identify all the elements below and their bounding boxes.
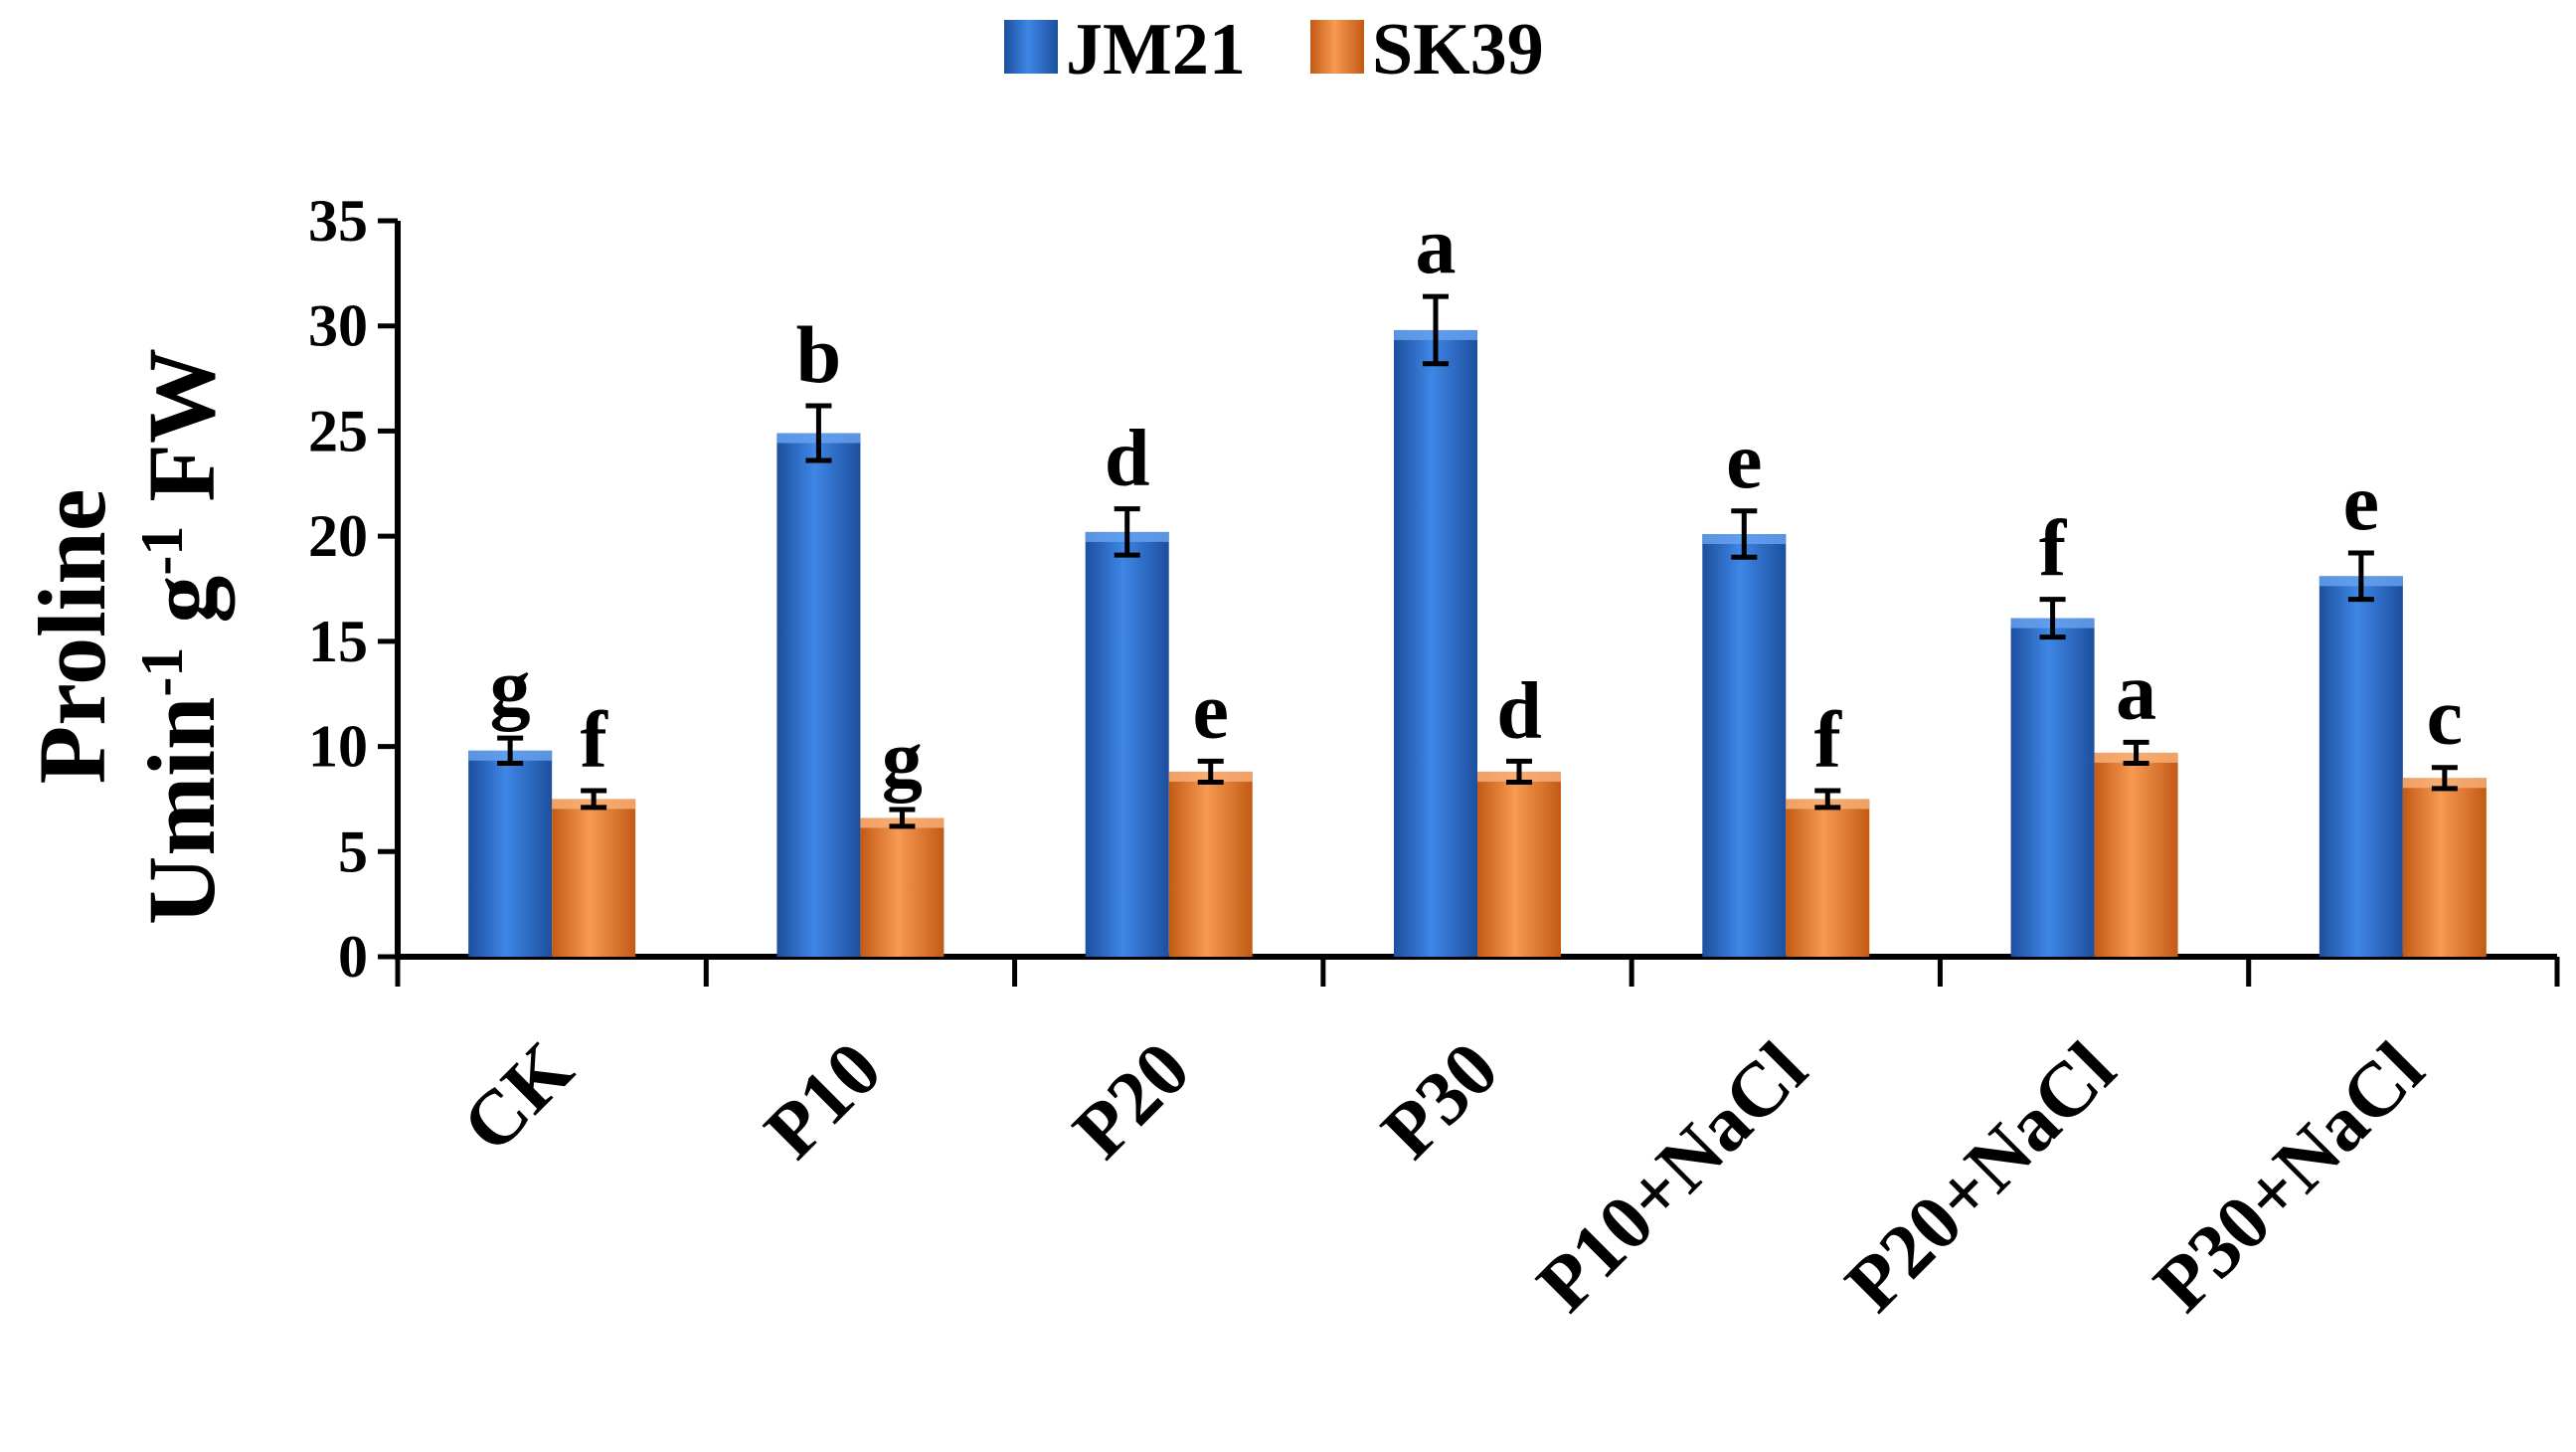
significance-label-sk39: a — [2116, 645, 2156, 736]
error-bars — [497, 293, 2458, 829]
legend: JM21 SK39 — [1004, 9, 1544, 91]
y-tick-label: 35 — [308, 188, 368, 254]
bars — [468, 329, 2487, 957]
x-category-label: P30 — [1365, 1025, 1514, 1175]
y-tick-label: 5 — [338, 818, 368, 884]
bar-sk39 — [2094, 752, 2178, 957]
legend-swatch-jm21 — [1004, 20, 1058, 74]
bar-sk39 — [1477, 771, 1561, 957]
bar-jm21 — [468, 750, 553, 957]
bar-sk39 — [552, 799, 636, 957]
bar-sk39 — [1786, 799, 1870, 957]
significance-label-sk39: c — [2427, 671, 2463, 762]
bar-jm21 — [1394, 329, 1477, 957]
significance-label-jm21: b — [796, 309, 842, 400]
y-tick-label: 20 — [308, 503, 368, 569]
bar-sk39 — [2402, 778, 2487, 957]
y-tick-label: 15 — [308, 609, 368, 674]
bar-jm21 — [1085, 531, 1169, 957]
legend-label-jm21: JM21 — [1066, 9, 1246, 91]
significance-label-jm21: e — [2343, 456, 2379, 547]
y-tick-label: 25 — [308, 398, 368, 463]
bar-jm21 — [2010, 618, 2095, 957]
y-axis-title-line1: Proline — [19, 489, 125, 785]
y-tick-label: 30 — [308, 293, 368, 359]
significance-label-sk39: d — [1496, 664, 1542, 755]
significance-label-jm21: d — [1105, 413, 1150, 503]
bar-jm21 — [776, 433, 861, 957]
y-axis-ticks: 0 5 10 15 20 25 30 35 — [308, 188, 398, 990]
significance-label-sk39: e — [1193, 664, 1229, 755]
x-category-label: P30+NaCl — [2138, 1025, 2440, 1328]
y-tick-label: 10 — [308, 714, 368, 780]
x-category-label: P20 — [1056, 1025, 1205, 1175]
significance-label-sk39: f — [1814, 694, 1843, 785]
significance-label-sk39: f — [580, 694, 608, 785]
legend-swatch-sk39 — [1310, 20, 1364, 74]
significance-label-jm21: a — [1416, 200, 1457, 290]
bar-jm21 — [2318, 576, 2403, 957]
bar-sk39 — [860, 817, 945, 957]
bar-jm21 — [1702, 534, 1787, 957]
x-category-label: P10 — [748, 1025, 897, 1175]
legend-label-sk39: SK39 — [1372, 9, 1544, 91]
significance-label-jm21: f — [2039, 503, 2068, 594]
y-axis-title: Proline Umin-1 g-1 FW — [19, 348, 235, 925]
bar-sk39 — [1168, 771, 1253, 957]
significance-label-jm21: g — [490, 641, 531, 732]
x-category-label: P10+NaCl — [1520, 1025, 1822, 1328]
y-axis-title-line2: Umin-1 g-1 FW — [128, 348, 235, 925]
x-category-label: CK — [445, 1024, 589, 1168]
y-tick-label: 0 — [338, 924, 368, 990]
x-category-label: P20+NaCl — [1828, 1025, 2131, 1328]
significance-label-sk39: g — [882, 713, 923, 804]
x-axis-ticks — [395, 957, 2560, 987]
significance-label-jm21: e — [1726, 415, 1762, 505]
x-axis-labels: CK P10 P20 P30 P10+NaCl P20+NaCl P30+NaCl — [445, 1024, 2440, 1328]
